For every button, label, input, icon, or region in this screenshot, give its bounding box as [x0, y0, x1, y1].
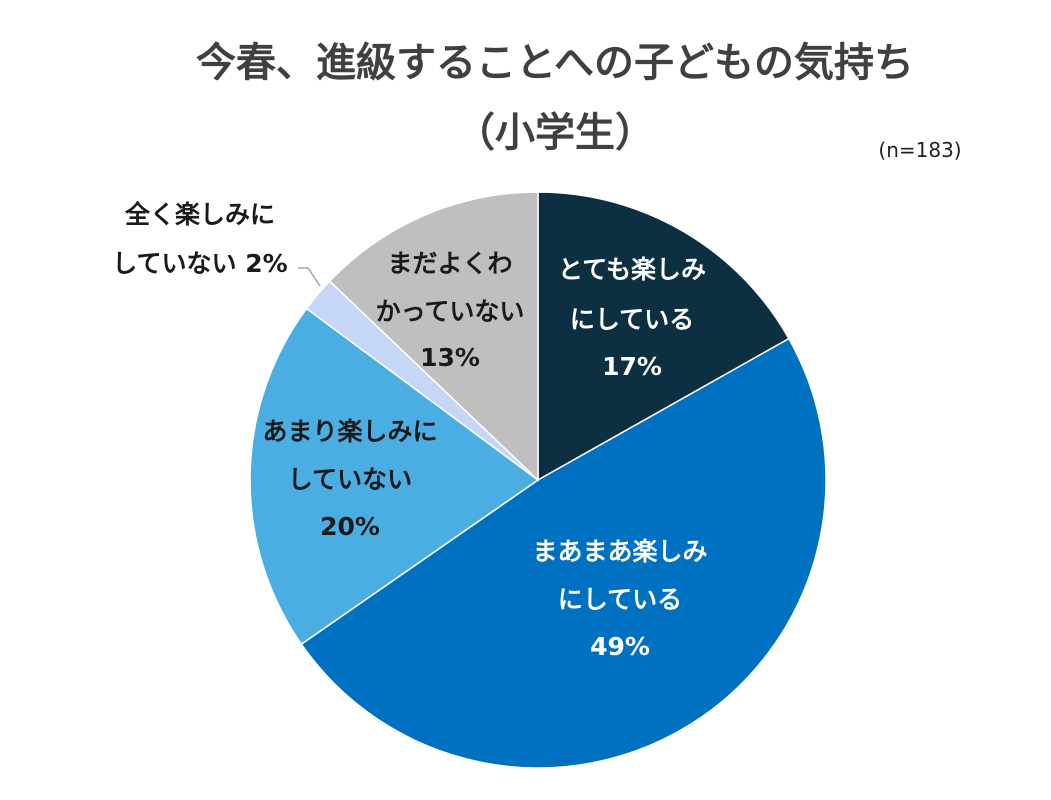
slice-label-line: まあまあ楽しみ — [532, 537, 707, 566]
slice-label-line: 49% — [590, 632, 650, 661]
sample-size-note: (n=183) — [878, 138, 961, 162]
slice-label-line: 17% — [602, 352, 662, 381]
slice-label-line: かっていない — [376, 297, 525, 326]
pie-slice — [300, 337, 827, 769]
pie-slice — [249, 307, 540, 646]
pie-slice — [537, 191, 790, 482]
slice-label-line: あまり楽しみに — [262, 417, 437, 446]
slice-label-line: していない — [288, 465, 412, 494]
slice-label-line: にしている — [570, 305, 694, 334]
slice-label-line: とても楽しみ — [558, 255, 706, 284]
chart-title: 今春、進級することへの子どもの気持ち — [196, 40, 914, 86]
leader-line — [298, 267, 321, 287]
slice-label-line: 20% — [320, 512, 380, 541]
chart-subtitle: （小学生） — [455, 110, 655, 156]
slice-label-line: していない 2% — [112, 249, 287, 278]
pie-slice — [328, 191, 539, 482]
slice-label-line: 13% — [420, 343, 480, 372]
slice-label-line: 全く楽しみに — [124, 200, 275, 229]
slice-label-line: まだよくわ — [387, 249, 512, 278]
slice-label-line: にしている — [558, 585, 682, 614]
